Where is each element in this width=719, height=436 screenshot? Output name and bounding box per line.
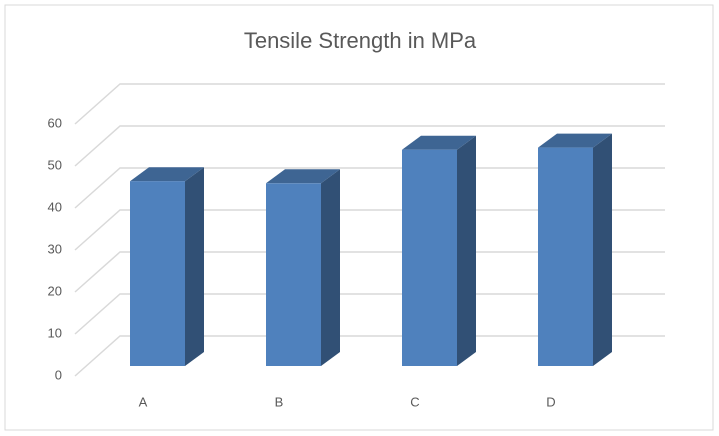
x-tick-label: D — [546, 394, 555, 409]
y-tick-label: 30 — [48, 241, 62, 256]
x-tick-label: A — [139, 394, 148, 409]
bar-top — [402, 135, 476, 150]
grid-line — [74, 125, 665, 167]
grid-line — [74, 335, 665, 377]
y-tick-label: 10 — [48, 325, 62, 340]
grid-line — [74, 167, 665, 209]
grid-line — [74, 293, 665, 335]
bar-side — [457, 135, 476, 366]
bar-top — [130, 167, 204, 182]
bar — [538, 147, 593, 366]
y-tick-label: 60 — [48, 115, 62, 130]
grid-line — [74, 251, 665, 293]
bar-top — [266, 169, 340, 184]
y-tick-label: 40 — [48, 199, 62, 214]
bar-side — [321, 169, 340, 366]
x-tick-label: C — [410, 394, 419, 409]
y-tick-label: 20 — [48, 283, 62, 298]
x-tick-label: B — [275, 394, 284, 409]
bar — [130, 181, 185, 366]
y-tick-label: 50 — [48, 157, 62, 172]
bar-side — [185, 167, 204, 366]
chart-title: Tensile Strength in MPa — [244, 28, 477, 53]
bar — [266, 183, 321, 366]
grid-line — [74, 209, 665, 251]
grid-line — [74, 83, 665, 125]
bar-side — [593, 133, 612, 366]
y-tick-label: 0 — [55, 367, 62, 382]
bar-top — [538, 133, 612, 148]
bar — [402, 149, 457, 366]
